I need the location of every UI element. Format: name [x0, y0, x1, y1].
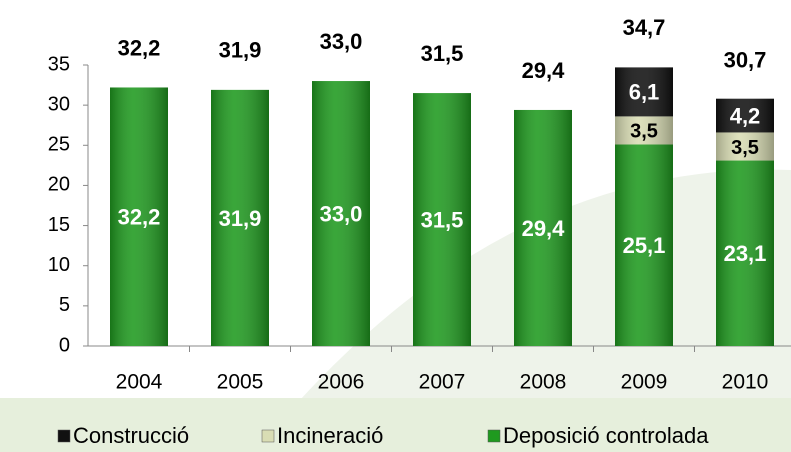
- bar-shade: [716, 132, 774, 161]
- y-tick-label: 5: [59, 294, 70, 316]
- y-tick-label: 35: [48, 53, 70, 75]
- bar-shade: [716, 98, 774, 133]
- bar-shade: [211, 89, 269, 346]
- total-label: 29,4: [522, 58, 566, 83]
- total-label: 31,5: [421, 41, 464, 66]
- bar-shade: [413, 93, 471, 346]
- x-tick-label: 2008: [520, 371, 567, 394]
- legend-label: Incineració: [277, 423, 383, 448]
- legend-label: Deposició controlada: [503, 423, 709, 448]
- value-label: 29,4: [522, 216, 566, 241]
- value-label: 25,1: [623, 233, 666, 258]
- legend-marker: [261, 429, 275, 443]
- bar-shade: [615, 144, 673, 346]
- value-label: 6,1: [629, 80, 660, 105]
- bar-shade: [110, 87, 168, 346]
- legend-marker: [487, 429, 501, 443]
- total-label: 31,9: [219, 38, 262, 63]
- bar-shade: [716, 160, 774, 346]
- y-tick-label: 10: [48, 254, 70, 276]
- x-tick-label: 2005: [217, 371, 264, 394]
- legend-label: Construcció: [73, 423, 189, 448]
- value-label: 31,5: [421, 207, 464, 232]
- x-tick-label: 2010: [722, 371, 769, 394]
- total-label: 32,2: [118, 35, 161, 60]
- x-tick-label: 2006: [318, 371, 365, 394]
- value-label: 4,2: [730, 103, 761, 128]
- y-tick-label: 25: [48, 134, 70, 156]
- legend-marker: [57, 429, 71, 443]
- value-label: 3,5: [731, 137, 759, 159]
- total-label: 33,0: [320, 29, 363, 54]
- x-tick-label: 2004: [116, 371, 163, 394]
- bar-shade: [615, 116, 673, 145]
- bar-shade: [514, 109, 572, 347]
- value-label: 31,9: [219, 206, 262, 231]
- value-label: 32,2: [118, 205, 161, 230]
- value-label: 3,5: [630, 121, 658, 143]
- total-label: 30,7: [724, 47, 767, 72]
- y-tick-label: 15: [48, 214, 70, 236]
- x-tick-label: 2009: [621, 371, 668, 394]
- y-tick-label: 20: [48, 174, 70, 196]
- bar-shade: [615, 67, 673, 117]
- y-tick-label: 0: [59, 334, 70, 356]
- value-label: 33,0: [320, 201, 363, 226]
- value-label: 23,1: [724, 241, 767, 266]
- total-label: 34,7: [623, 15, 666, 40]
- bar-shade: [312, 81, 370, 347]
- x-tick-label: 2007: [419, 371, 466, 394]
- y-tick-label: 30: [48, 93, 70, 115]
- legend-band: [0, 398, 791, 452]
